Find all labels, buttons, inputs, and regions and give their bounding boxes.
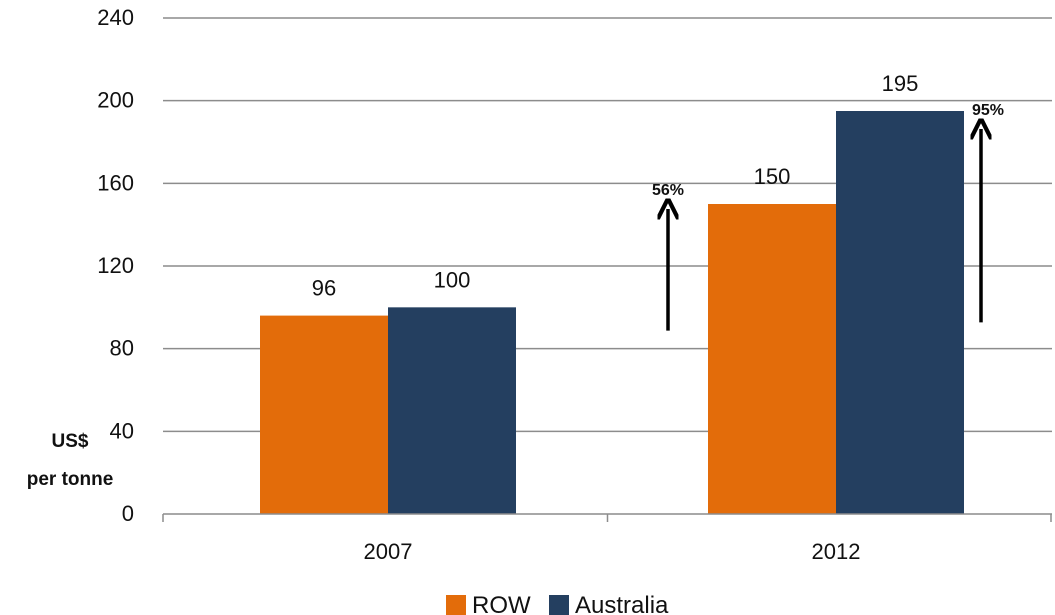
y-tick-label-80: 80 — [110, 336, 134, 361]
annotation-label-australia: 95% — [972, 102, 1004, 119]
y-tick-label-240: 240 — [97, 5, 134, 30]
y-tick-label-120: 120 — [97, 253, 134, 278]
bar-row-2012 — [708, 204, 836, 514]
legend-swatch-australia — [549, 595, 569, 615]
data-label-australia-2012: 195 — [882, 71, 919, 96]
bar-row-2007 — [260, 315, 388, 514]
legend-label-australia: Australia — [575, 592, 669, 615]
legend: ROW Australia — [446, 592, 669, 615]
legend-label-row: ROW — [472, 592, 531, 615]
y-tick-label-40: 40 — [110, 418, 134, 443]
y-tick-label-160: 160 — [97, 170, 134, 195]
y-axis-label-line-2: per tonne — [27, 469, 114, 490]
y-tick-label-200: 200 — [97, 88, 134, 113]
y-tick-label-0: 0 — [122, 501, 134, 526]
legend-swatch-row — [446, 595, 466, 615]
bar-australia-2007 — [388, 307, 516, 514]
annotations: 56% 95% — [652, 102, 1004, 331]
x-tick-label-2007: 2007 — [364, 539, 413, 564]
data-label-row-2012: 150 — [754, 164, 791, 189]
y-axis-label-line-1: US$ — [52, 431, 89, 452]
bar-australia-2012 — [836, 111, 964, 514]
axes — [162, 513, 1052, 522]
labels: 0 40 80 120 160 200 240 2007 2012 96 150 100 195 US$ p… — [27, 5, 919, 564]
data-label-row-2007: 96 — [312, 276, 336, 301]
annotation-label-row: 56% — [652, 182, 684, 199]
x-tick-label-2012: 2012 — [812, 539, 861, 564]
data-label-australia-2007: 100 — [434, 267, 471, 292]
bars — [260, 111, 964, 514]
